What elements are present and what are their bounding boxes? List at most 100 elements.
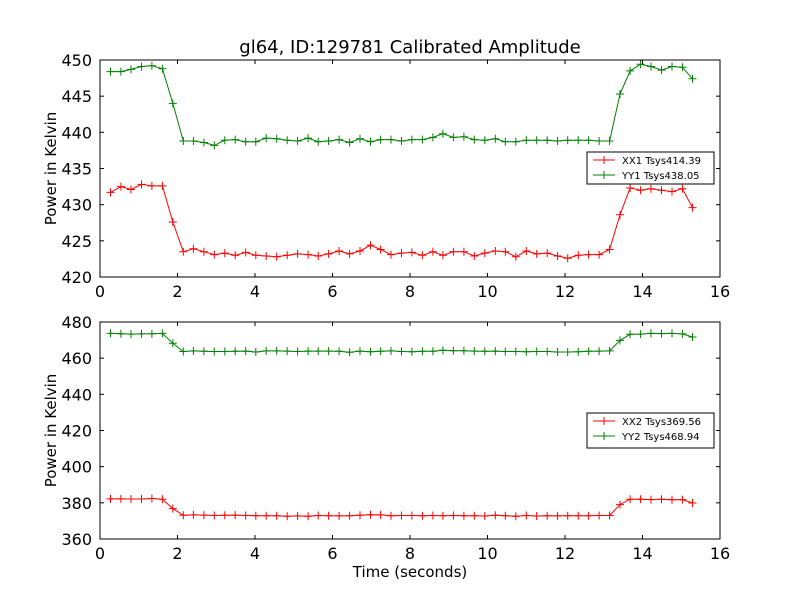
legend: XX2 Tsys369.56 YY2 Tsys468.94 [586,412,715,449]
data-point [272,252,281,261]
data-point [366,241,375,250]
data-point [491,511,500,520]
data-point [324,347,333,356]
data-point [158,329,167,338]
data-point [678,495,687,504]
data-point [459,511,468,520]
y-tick-label: 425 [61,232,92,251]
data-point [189,244,198,253]
x-tick-label: 8 [405,282,415,301]
data-point [595,250,604,259]
data-point [387,511,395,520]
data-point [376,347,385,356]
data-point [283,512,292,521]
x-tick-label: 0 [95,544,105,563]
data-point [438,346,447,355]
data-point [251,348,260,356]
data-point [668,495,676,504]
data-point [459,132,468,141]
y-axis-label: Power in Kelvin [42,374,60,488]
x-tick-label: 8 [405,544,415,563]
data-point [106,329,115,338]
top-chart: 0 2 4 6 8 10 12 14 16 420 425 430 435 440 445 450 Power … [42,51,730,301]
data-point [647,329,655,338]
data-point [231,511,240,520]
data-point [459,247,468,256]
data-point [532,136,541,145]
data-point [470,252,479,260]
data-point [189,346,198,355]
data-point [199,347,208,356]
legend-label: YY1 Tsys438.05 [621,171,700,182]
data-point [626,495,635,504]
data-point [376,245,385,254]
data-point [356,511,364,520]
data-point [179,247,188,256]
data-point [511,347,520,356]
data-point [532,347,541,356]
y-tick-label: 440 [61,385,92,404]
data-point [397,137,406,145]
data-point [553,252,562,260]
data-point [137,495,146,503]
data-point [688,499,697,507]
data-point [283,136,292,145]
data-point [428,511,437,520]
data-point [199,247,208,256]
data-point [272,134,281,143]
data-point [480,512,489,520]
data-point [314,252,323,260]
data-point [137,329,146,338]
data-point [418,511,427,520]
x-tick-label: 12 [555,544,575,563]
data-point [553,511,562,520]
data-point [387,346,395,355]
legend-box [586,412,715,449]
data-point [522,347,531,356]
data-point [293,347,302,356]
data-point [616,336,624,345]
data-point [584,250,593,259]
x-tick-label: 4 [250,282,260,301]
data-point [210,347,219,356]
data-point [314,511,323,520]
y-tick-label: 440 [61,123,92,142]
y-tick-label: 420 [61,268,92,287]
data-point [668,62,676,71]
data-point [397,347,406,356]
data-point [563,254,572,263]
data-point [636,186,645,195]
data-point [470,347,479,356]
data-point [605,511,614,520]
x-tick-label: 6 [327,282,337,301]
data-point [688,333,697,341]
data-point [543,136,552,145]
data-point [397,511,406,520]
data-point [647,62,655,71]
data-point [189,137,198,145]
data-point [438,511,447,520]
legend-box [586,151,715,185]
data-point [532,512,541,520]
data-point [147,61,156,70]
data-point [522,136,531,145]
y-tick-label: 450 [61,51,92,70]
data-point [563,348,572,356]
data-point [501,137,510,146]
data-point [335,247,344,255]
data-point [678,184,687,193]
data-point [678,329,687,338]
data-point [220,511,229,520]
data-point [293,511,302,520]
data-point [335,347,344,356]
data-point [324,249,333,258]
legend-marker [600,156,608,164]
data-point [262,346,271,355]
legend: XX1 Tsys414.39 YY1 Tsys438.05 [586,151,715,185]
data-point [459,346,468,355]
data-point [127,65,135,74]
data-point [179,347,188,356]
data-point [616,90,624,98]
x-tick-label: 16 [710,544,730,563]
